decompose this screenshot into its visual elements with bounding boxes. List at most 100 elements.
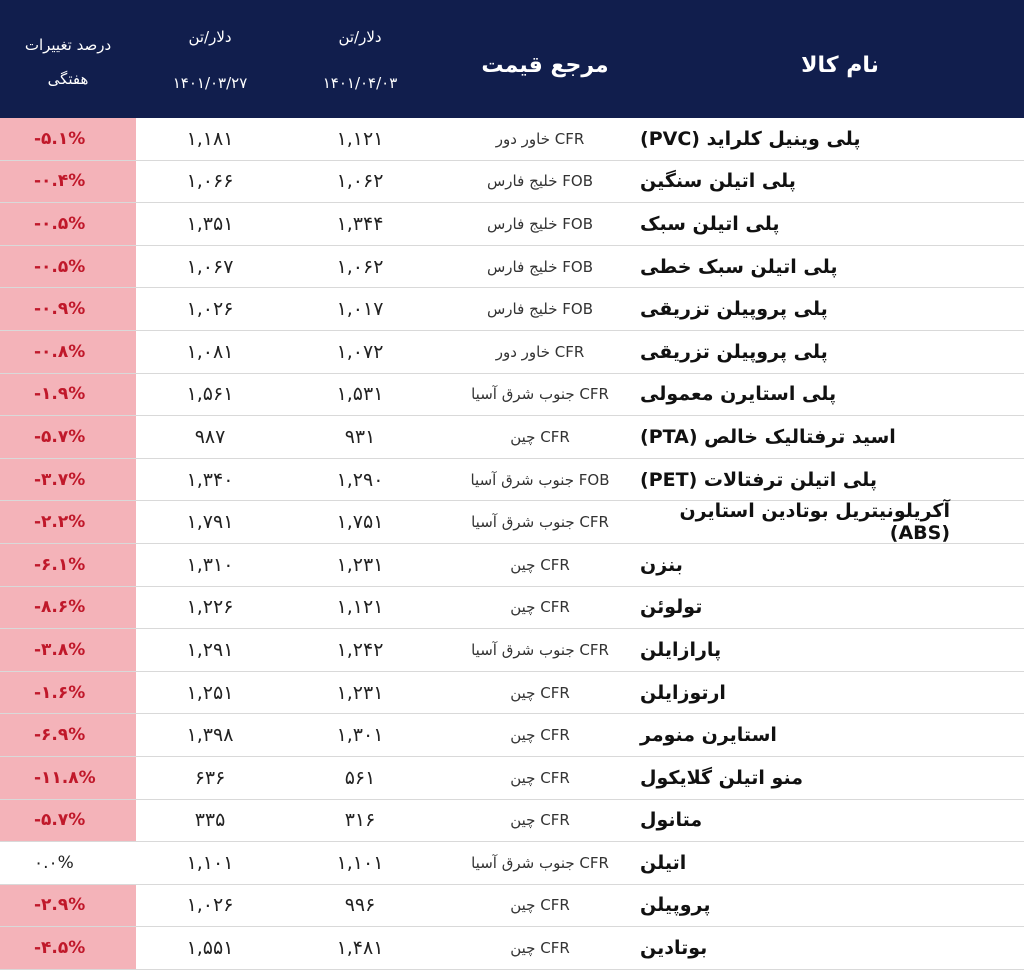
- price-reference-cell: CFR جنوب شرق آسیا: [471, 513, 609, 532]
- price-reference-cell: CFR چین: [510, 768, 570, 787]
- new-price-cell: ۱,۱۰۱: [336, 851, 384, 874]
- old-price-cell: ۳۳۵: [194, 809, 226, 832]
- price-reference-cell: CFR چین: [510, 427, 570, 446]
- table-row: -۰.۵% ۱,۳۵۱ ۱,۳۴۴ FOB خلیج فارس پلی اتیلن سب…: [0, 203, 1024, 246]
- product-name-cell: پروپیلن: [640, 894, 711, 917]
- product-name-cell: پلی استایرن معمولی: [640, 383, 837, 406]
- price-reference-cell: FOB خلیج فارس: [487, 300, 594, 319]
- header-product-name-label: نام کالا: [801, 52, 879, 78]
- product-name-cell: متانول: [640, 809, 703, 832]
- price-reference-cell: CFR چین: [510, 939, 570, 958]
- table-row: -۶.۹% ۱,۳۹۸ ۱,۳۰۱ CFR چین استایرن منومر: [0, 714, 1024, 757]
- table-row: -۱.۹% ۱,۵۶۱ ۱,۵۳۱ CFR جنوب شرق آسیا پلی استا…: [0, 373, 1024, 417]
- new-price-cell: ۱,۰۷۲: [336, 340, 384, 363]
- table-row: -۵.۱% ۱,۱۸۱ ۱,۱۲۱ CFR خاور دور پلی وینیل کلر…: [0, 118, 1024, 161]
- product-name-cell: پلی اتیلن ترفتالات (PET): [640, 468, 877, 491]
- product-name-cell: ارتوزایلن: [640, 681, 726, 704]
- price-reference-cell: FOB جنوب شرق آسیا: [470, 470, 610, 489]
- table-row: -۴.۵% ۱,۵۵۱ ۱,۴۸۱ CFR چین بوتادین: [0, 927, 1024, 970]
- new-price-cell: ۱,۱۲۱: [336, 127, 384, 150]
- table-row: -۰.۴% ۱,۰۶۶ ۱,۰۶۲ FOB خلیج فارس پلی اتیلن سن…: [0, 160, 1024, 204]
- old-price-cell: ۱,۱۸۱: [186, 127, 234, 150]
- weekly-change-cell: -۳.۷%: [0, 458, 136, 501]
- price-reference-cell: FOB خلیج فارس: [487, 172, 594, 191]
- new-price-cell: ۵۶۱: [344, 766, 376, 789]
- header-product-name: نام کالا: [680, 40, 1000, 90]
- new-price-cell: ۱,۲۴۲: [336, 638, 384, 661]
- new-price-cell: ۱,۰۱۷: [336, 298, 384, 321]
- weekly-change-cell: -۸.۶%: [0, 586, 136, 629]
- new-price-cell: ۱,۲۹۰: [336, 468, 384, 491]
- old-price-cell: ۱,۲۵۱: [186, 681, 234, 704]
- weekly-change-cell: -۲.۲%: [0, 501, 136, 543]
- price-reference-cell: CFR چین: [510, 896, 570, 915]
- price-table: -۵.۱% ۱,۱۸۱ ۱,۱۲۱ CFR خاور دور پلی وینیل کلر…: [0, 118, 1024, 970]
- old-price-cell: ۱,۱۰۱: [186, 851, 234, 874]
- weekly-change-cell: -۶.۹%: [0, 714, 136, 756]
- weekly-change-cell: ۰.۰%: [0, 842, 136, 884]
- product-name-cell: استایرن منومر: [640, 724, 777, 747]
- new-price-cell: ۱,۵۳۱: [336, 383, 384, 406]
- weekly-change-cell: -۲.۹%: [0, 884, 136, 927]
- header-old-unit: دلار/تن: [188, 28, 232, 46]
- weekly-change-cell: -۰.۵%: [0, 245, 136, 288]
- product-name-cell: پلی پروپیلن تزریقی: [640, 298, 828, 321]
- old-price-cell: ۱,۵۶۱: [186, 383, 234, 406]
- price-reference-cell: CFR جنوب شرق آسیا: [471, 640, 609, 659]
- product-name-cell: اتیلن: [640, 851, 687, 874]
- product-name-cell: پلی اتیلن سبک: [640, 212, 780, 235]
- weekly-change-cell: -۳.۸%: [0, 629, 136, 671]
- old-price-cell: ۱,۷۹۱: [186, 511, 234, 534]
- header-price-reference-label: مرجع قیمت: [481, 52, 609, 78]
- weekly-change-cell: -۰.۹%: [0, 288, 136, 330]
- price-reference-cell: FOB خلیج فارس: [487, 214, 594, 233]
- old-price-cell: ۱,۵۵۱: [186, 937, 234, 960]
- table-row: -۰.۸% ۱,۰۸۱ ۱,۰۷۲ CFR خاور دور پلی پروپیلن ت…: [0, 330, 1024, 374]
- product-name-cell: منو اتیلن گلایکول: [640, 766, 803, 789]
- header-weekly-change-line2: هفتگی: [47, 70, 89, 88]
- weekly-change-cell: -۰.۸%: [0, 330, 136, 373]
- product-name-cell: پارازایلن: [640, 638, 722, 661]
- product-name-cell: پلی اتیلن سبک خطی: [640, 255, 838, 278]
- header-new-date: ۱۴۰۱/۰۴/۰۳: [322, 74, 398, 92]
- product-name-cell: پلی اتیلن سنگین: [640, 170, 796, 193]
- weekly-change-cell: -۰.۵%: [0, 203, 136, 245]
- price-reference-cell: CFR چین: [510, 555, 570, 574]
- header-weekly-change: درصد تغییرات هفتگی: [0, 22, 136, 102]
- weekly-change-cell: -۴.۵%: [0, 927, 136, 969]
- price-reference-cell: CFR خاور دور: [495, 129, 585, 148]
- old-price-cell: ۱,۲۹۱: [186, 638, 234, 661]
- new-price-cell: ۱,۱۲۱: [336, 596, 384, 619]
- price-reference-cell: FOB خلیج فارس: [487, 257, 594, 276]
- table-row: -۰.۵% ۱,۰۶۷ ۱,۰۶۲ FOB خلیج فارس پلی اتیلن سب…: [0, 245, 1024, 289]
- new-price-cell: ۱,۳۰۱: [336, 724, 384, 747]
- old-price-cell: ۱,۳۱۰: [186, 553, 234, 576]
- weekly-change-cell: -۶.۱%: [0, 543, 136, 586]
- product-name-cell: اسید ترفتالیک خالص (PTA): [640, 425, 896, 448]
- new-price-cell: ۹۹۶: [344, 894, 376, 917]
- header-new-unit: دلار/تن: [338, 28, 382, 46]
- old-price-cell: ۱,۰۶۷: [186, 255, 234, 278]
- header-new-price: دلار/تن ۱۴۰۱/۰۴/۰۳: [290, 12, 430, 108]
- old-price-cell: ۹۸۷: [194, 425, 226, 448]
- table-header: درصد تغییرات هفتگی دلار/تن ۱۴۰۱/۰۳/۲۷ دل…: [0, 0, 1024, 118]
- table-row: -۵.۷% ۳۳۵ ۳۱۶ CFR چین متانول: [0, 799, 1024, 843]
- product-name-cell: آکریلونیتریل بوتادین استایرن (ABS): [679, 500, 950, 545]
- new-price-cell: ۳۱۶: [344, 809, 376, 832]
- weekly-change-cell: -۱.۶%: [0, 671, 136, 714]
- header-weekly-change-line1: درصد تغییرات: [24, 36, 112, 54]
- old-price-cell: ۱,۲۲۶: [186, 596, 234, 619]
- weekly-change-cell: -۱.۹%: [0, 373, 136, 416]
- new-price-cell: ۱,۰۶۲: [336, 170, 384, 193]
- table-row: -۲.۲% ۱,۷۹۱ ۱,۷۵۱ CFR جنوب شرق آسیا آکریلونی…: [0, 500, 1024, 545]
- old-price-cell: ۱,۳۴۰: [186, 468, 234, 491]
- weekly-change-cell: -۵.۱%: [0, 118, 136, 160]
- table-row: -۳.۷% ۱,۳۴۰ ۱,۲۹۰ FOB جنوب شرق آسیا پلی اتیل…: [0, 458, 1024, 502]
- table-row: -۶.۱% ۱,۳۱۰ ۱,۲۳۱ CFR چین بنزن: [0, 543, 1024, 587]
- product-name-cell: پلی وینیل کلراید (PVC): [640, 127, 861, 150]
- new-price-cell: ۱,۴۸۱: [336, 937, 384, 960]
- new-price-cell: ۹۳۱: [344, 425, 376, 448]
- old-price-cell: ۱,۰۶۶: [186, 170, 234, 193]
- product-name-cell: پلی پروپیلن تزریقی: [640, 340, 828, 363]
- price-reference-cell: CFR خاور دور: [495, 342, 585, 361]
